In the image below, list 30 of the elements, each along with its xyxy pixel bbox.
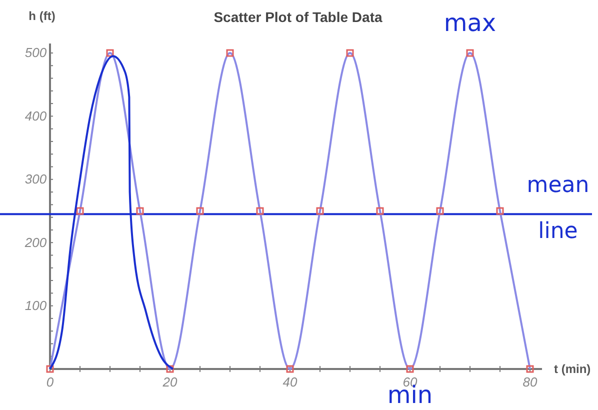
point [526,365,534,373]
x-tick-label: 80 [522,374,538,390]
point [406,365,414,373]
x-tick-label: 40 [282,374,298,390]
point [166,365,174,373]
x-tick-label: 20 [162,374,178,390]
point [76,207,84,215]
ref-line-label: mean line [526,173,590,244]
point [106,49,114,57]
y-axis-title: h (ft) [28,9,56,23]
point [436,207,444,215]
point [136,207,144,215]
point [346,49,354,57]
point [286,365,294,373]
y-tick-label: 200 [24,234,48,250]
point [376,207,384,215]
point [196,207,204,215]
chart-title: Scatter Plot of Table Data [214,9,382,25]
point [316,207,324,215]
point [466,49,474,57]
annotation: max [444,8,496,37]
y-tick-label: 500 [24,45,48,60]
x-tick-label: 0 [46,374,54,390]
point [226,49,234,57]
y-tick-label: 400 [24,108,48,124]
point [496,207,504,215]
point [256,207,264,215]
y-tick-label: 300 [24,172,48,187]
x-axis-title: t (min) [554,362,591,376]
y-tick-label: 100 [24,298,48,313]
